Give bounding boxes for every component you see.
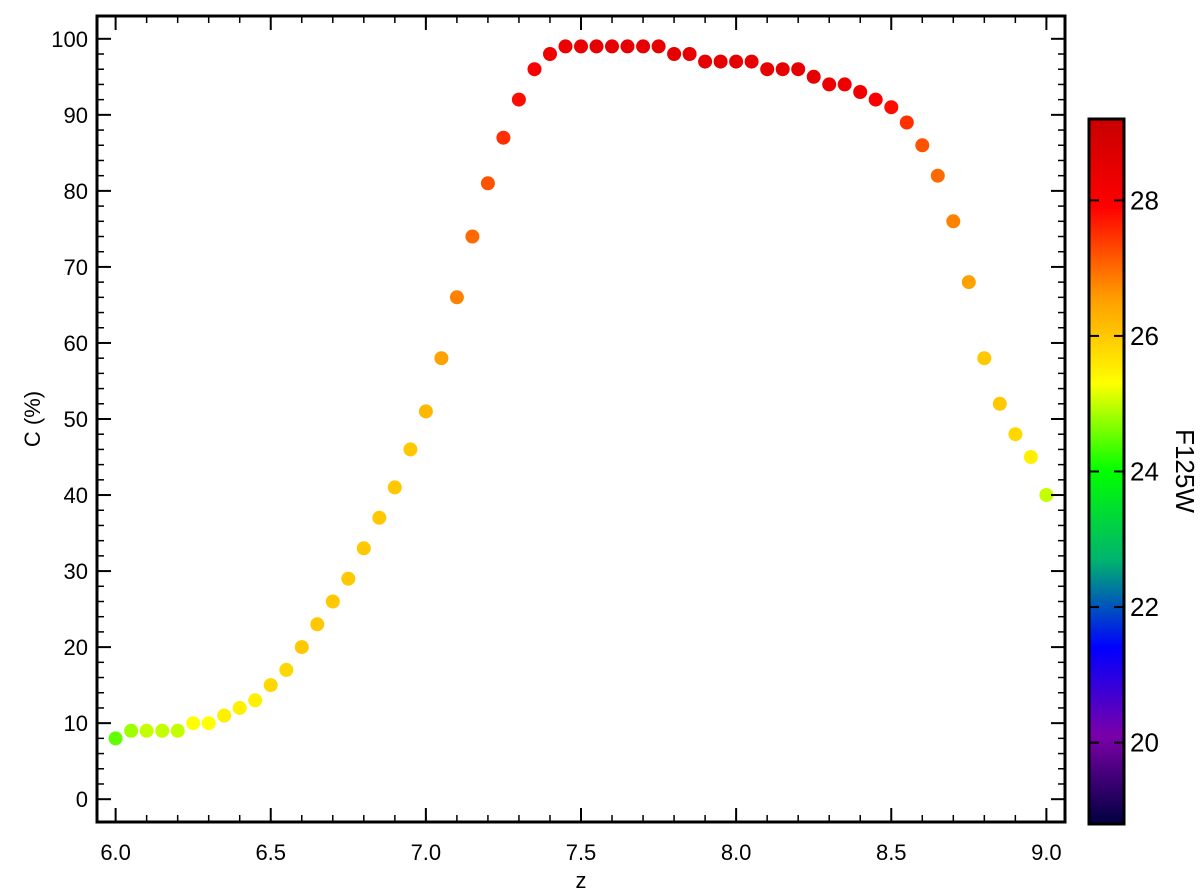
y-tick-label: 60 xyxy=(64,331,88,356)
data-point xyxy=(574,39,588,54)
y-axis: 0 10 20 30 40 50 60 70 80 90 100 xyxy=(51,27,1065,812)
data-point xyxy=(170,723,185,738)
data-point xyxy=(837,77,852,92)
data-point xyxy=(558,39,573,54)
data-point xyxy=(186,716,201,731)
x-tick-label: 7.0 xyxy=(411,840,442,865)
y-tick-label: 10 xyxy=(64,711,88,736)
x-tick-label: 6.5 xyxy=(255,840,286,865)
data-point xyxy=(543,47,557,61)
data-point xyxy=(729,54,744,69)
x-tick-label: 8.5 xyxy=(876,840,907,865)
data-point xyxy=(496,130,511,145)
data-point xyxy=(527,62,542,77)
data-point xyxy=(620,39,635,54)
data-point xyxy=(511,92,526,107)
data-point xyxy=(434,351,449,366)
x-tick-label: 8.0 xyxy=(721,840,752,865)
data-point xyxy=(899,115,914,130)
data-point xyxy=(791,62,806,77)
x-axis: 6.0 6.5 7.0 7.5 8.0 8.5 9.0 xyxy=(100,16,1062,865)
data-point xyxy=(682,47,697,61)
data-point xyxy=(449,290,464,305)
data-point xyxy=(760,62,775,77)
data-point xyxy=(992,396,1007,411)
data-point xyxy=(372,510,387,525)
data-point xyxy=(325,594,340,609)
data-point xyxy=(636,39,651,54)
data-point xyxy=(589,39,604,54)
data-point xyxy=(108,731,123,746)
data-point xyxy=(465,229,480,244)
data-point xyxy=(744,54,759,69)
data-point xyxy=(775,62,790,77)
data-point xyxy=(294,640,309,655)
y-tick-label: 40 xyxy=(64,483,88,508)
y-tick-label: 20 xyxy=(64,635,88,660)
x-tick-label: 6.0 xyxy=(100,840,131,865)
data-point xyxy=(651,39,666,54)
data-point xyxy=(868,92,883,107)
data-point xyxy=(1039,488,1054,502)
x-tick-label: 9.0 xyxy=(1031,840,1062,865)
colorbar-tick-label: 28 xyxy=(1130,185,1159,215)
y-tick-label: 30 xyxy=(64,559,88,584)
data-point xyxy=(884,100,899,115)
data-point xyxy=(1023,450,1038,464)
data-point xyxy=(605,39,619,54)
data-point xyxy=(667,47,682,61)
colorbar-ticks: 20 22 24 26 28 xyxy=(1089,185,1159,758)
x-axis-label: z xyxy=(576,868,587,893)
y-tick-label: 50 xyxy=(64,407,88,432)
y-tick-label: 90 xyxy=(64,103,88,128)
data-point xyxy=(946,214,961,229)
data-point xyxy=(310,617,325,632)
data-point xyxy=(232,700,247,715)
data-point xyxy=(853,85,868,99)
colorbar-label: F125W xyxy=(1170,429,1200,513)
y-axis-label: C (%) xyxy=(20,391,45,447)
data-point xyxy=(480,176,495,191)
y-tick-label: 80 xyxy=(64,179,88,204)
data-point xyxy=(915,138,930,153)
data-point xyxy=(977,351,992,366)
data-point xyxy=(403,442,418,457)
data-point xyxy=(279,662,294,677)
y-tick-label: 0 xyxy=(76,787,88,812)
data-point xyxy=(217,708,232,723)
data-point xyxy=(139,723,154,738)
y-tick-label: 70 xyxy=(64,255,88,280)
colorbar-tick-label: 24 xyxy=(1130,457,1159,487)
plot-background xyxy=(97,16,1065,822)
data-points xyxy=(108,39,1054,746)
data-point xyxy=(356,541,371,556)
y-tick-label: 100 xyxy=(51,27,88,52)
data-point xyxy=(713,54,728,69)
colorbar-tick-label: 26 xyxy=(1130,321,1159,351)
data-point xyxy=(698,54,713,69)
data-point xyxy=(806,69,821,84)
data-point xyxy=(341,571,356,586)
colorbar-tick-label: 22 xyxy=(1130,592,1159,622)
data-point xyxy=(201,716,216,731)
x-tick-label: 7.5 xyxy=(566,840,597,865)
data-point xyxy=(124,723,139,738)
data-point xyxy=(930,168,945,183)
data-point xyxy=(248,693,263,708)
data-point xyxy=(155,723,170,738)
data-point xyxy=(822,77,837,92)
data-point xyxy=(961,275,976,290)
data-point xyxy=(263,678,278,693)
data-point xyxy=(1008,427,1023,442)
data-point xyxy=(418,404,433,419)
data-point xyxy=(387,480,402,495)
colorbar-tick-label: 20 xyxy=(1130,728,1159,758)
